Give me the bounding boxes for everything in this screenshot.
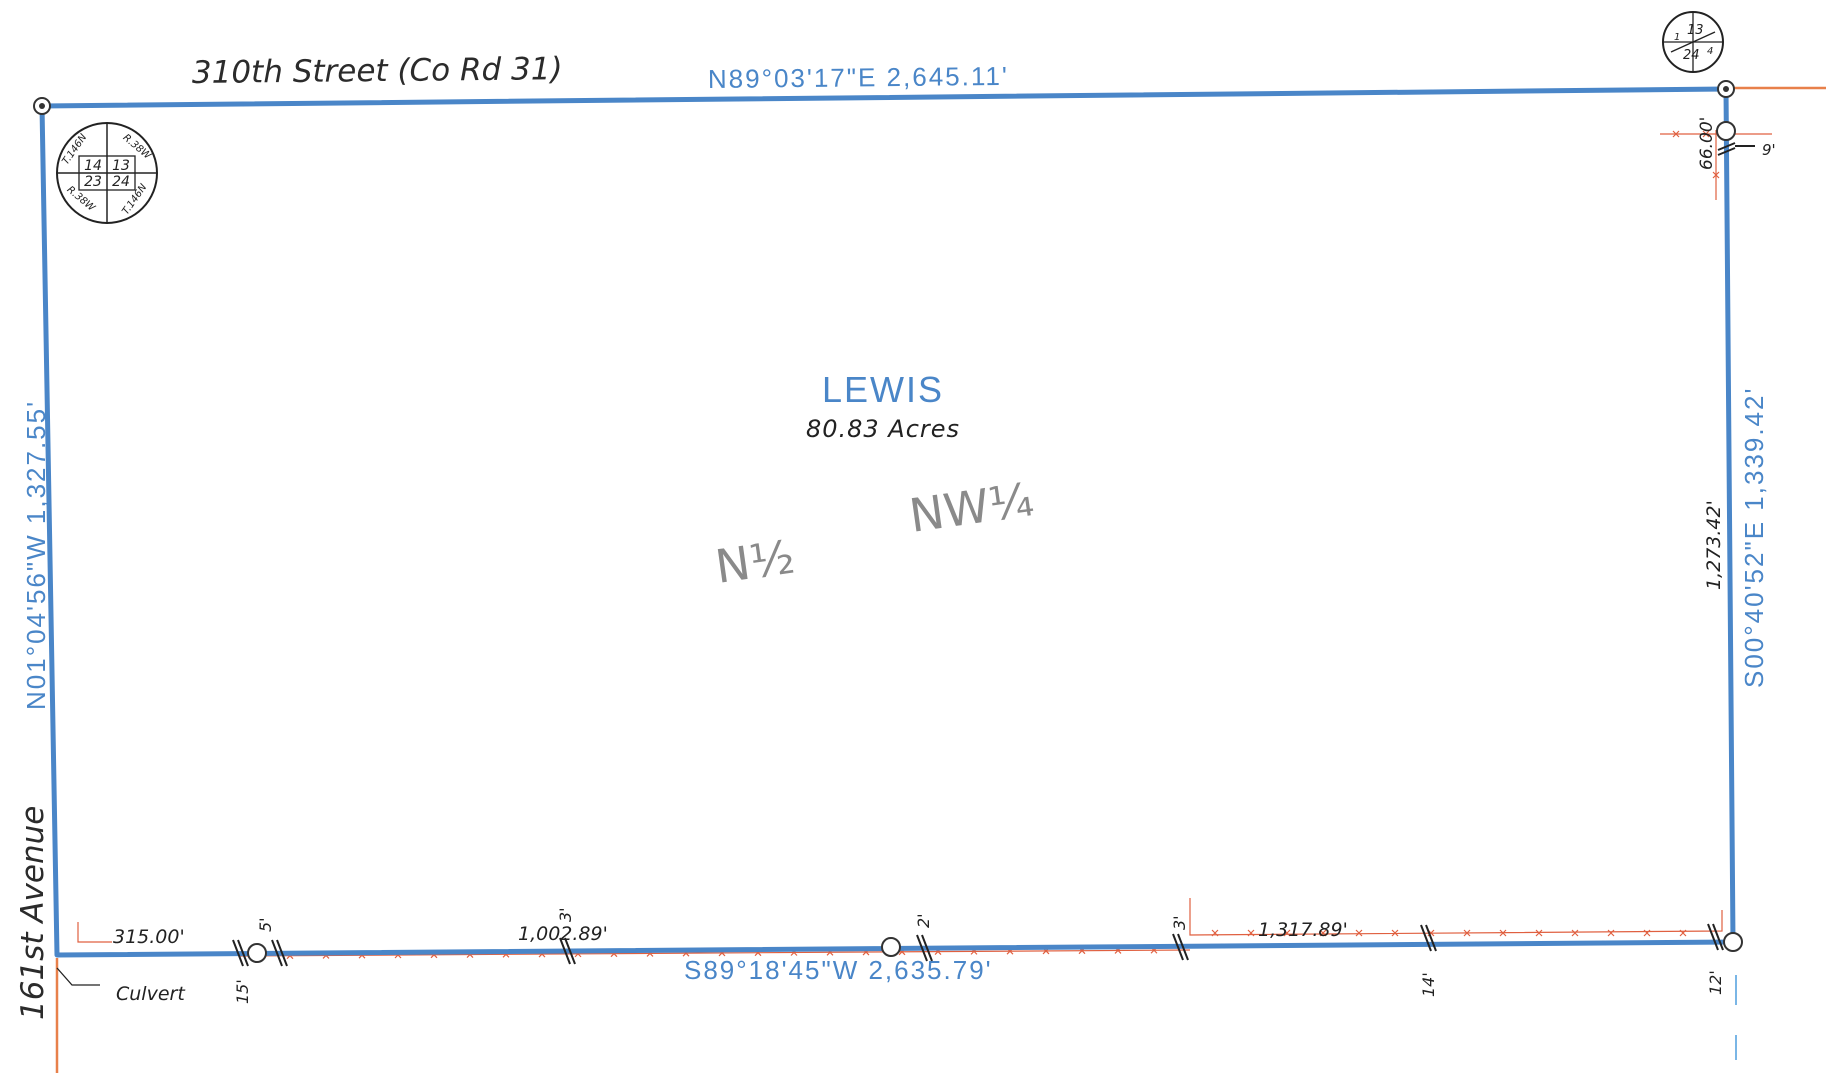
offset-f: 14' xyxy=(1419,972,1438,997)
parcel-boundary xyxy=(39,86,1736,958)
monument-east-open-icon xyxy=(1716,121,1736,141)
ne-cell-c: 24 xyxy=(1683,48,1700,63)
section-cell-ne: 13 xyxy=(112,158,130,174)
dim-east-offset: 66.00' xyxy=(1697,117,1717,170)
fence-x-mark xyxy=(1679,929,1687,937)
section-diagram-nw: 14 13 23 24 T.146N R.38W R.38W T.146N xyxy=(56,122,158,224)
fence-south-west xyxy=(77,922,112,943)
offset-a: 5' xyxy=(256,917,275,932)
fence-x-mark xyxy=(1463,929,1471,937)
offset-d: 3' xyxy=(1170,915,1189,930)
fence-x-mark xyxy=(1643,929,1651,937)
bearing-west: N01°04'56"W 1,327.55' xyxy=(21,400,51,710)
fence-south-east xyxy=(1189,898,1723,936)
fence-x-mark xyxy=(1391,929,1399,937)
ne-cell-b: 13 xyxy=(1687,23,1704,38)
bearing-north: N89°03'17"E 2,645.11' xyxy=(708,61,1009,94)
dim-south-315: 315.00' xyxy=(113,926,185,948)
fence-x-mark xyxy=(1571,929,1579,937)
fence-x-mark xyxy=(1283,929,1291,937)
offset-b: 3' xyxy=(556,907,575,922)
road-name-north: 310th Street (Co Rd 31) xyxy=(192,51,563,91)
fence-x-mark xyxy=(1535,929,1543,937)
parcel-owner: LEWIS xyxy=(822,369,944,410)
section-cell-nw: 14 xyxy=(84,158,102,174)
road-name-west: 161st Avenue xyxy=(15,806,51,1020)
fence-x-mark xyxy=(1211,929,1219,937)
dim-south-1002: 1,002.89' xyxy=(518,923,608,945)
culvert-leader xyxy=(56,967,100,986)
fence-x-mark xyxy=(1607,929,1615,937)
dim-east-inner: 1,273.42' xyxy=(1703,500,1725,590)
road-centerlines xyxy=(55,86,1826,1073)
fence-x-mark xyxy=(1672,130,1680,138)
monument-south-mid-icon xyxy=(881,937,901,957)
fence-x-mark xyxy=(1355,929,1363,937)
fence-x-mark xyxy=(1712,171,1720,179)
offset-c: 2' xyxy=(914,913,933,928)
fence-x-mark xyxy=(1247,929,1255,937)
parcel-area: 80.83 Acres xyxy=(806,415,960,443)
monument-se-open-icon xyxy=(1723,932,1743,952)
section-cell-se: 24 xyxy=(112,174,130,190)
corner-monuments xyxy=(33,80,1743,963)
bearing-south: S89°18'45"W 2,635.79' xyxy=(684,955,993,985)
ne-cell-a: 1 xyxy=(1674,32,1680,43)
fence-x-mark xyxy=(1702,130,1710,138)
fence-x-marks xyxy=(286,130,1720,960)
tick-marks xyxy=(232,142,1755,967)
culvert-label: Culvert xyxy=(116,983,186,1005)
bearing-east: S00°40'52"E 1,339.42' xyxy=(1739,387,1769,688)
dim-south-1317: 1,317.89' xyxy=(1258,919,1348,941)
offset-g: 12' xyxy=(1706,970,1725,995)
monument-south-west-icon xyxy=(247,943,267,963)
section-diagram-ne: 1 13 24 4 xyxy=(1662,11,1724,73)
ne-cell-d: 4 xyxy=(1707,46,1713,57)
section-cell-sw: 23 xyxy=(84,174,102,190)
fence-x-mark xyxy=(1319,929,1327,937)
fence-lines xyxy=(77,130,1772,957)
quarter-label: NW¼ xyxy=(906,472,1037,543)
half-label: N½ xyxy=(712,529,798,593)
dim-east-setback: 9' xyxy=(1762,141,1776,159)
offset-e: 15' xyxy=(233,979,252,1004)
fence-x-mark xyxy=(1499,929,1507,937)
